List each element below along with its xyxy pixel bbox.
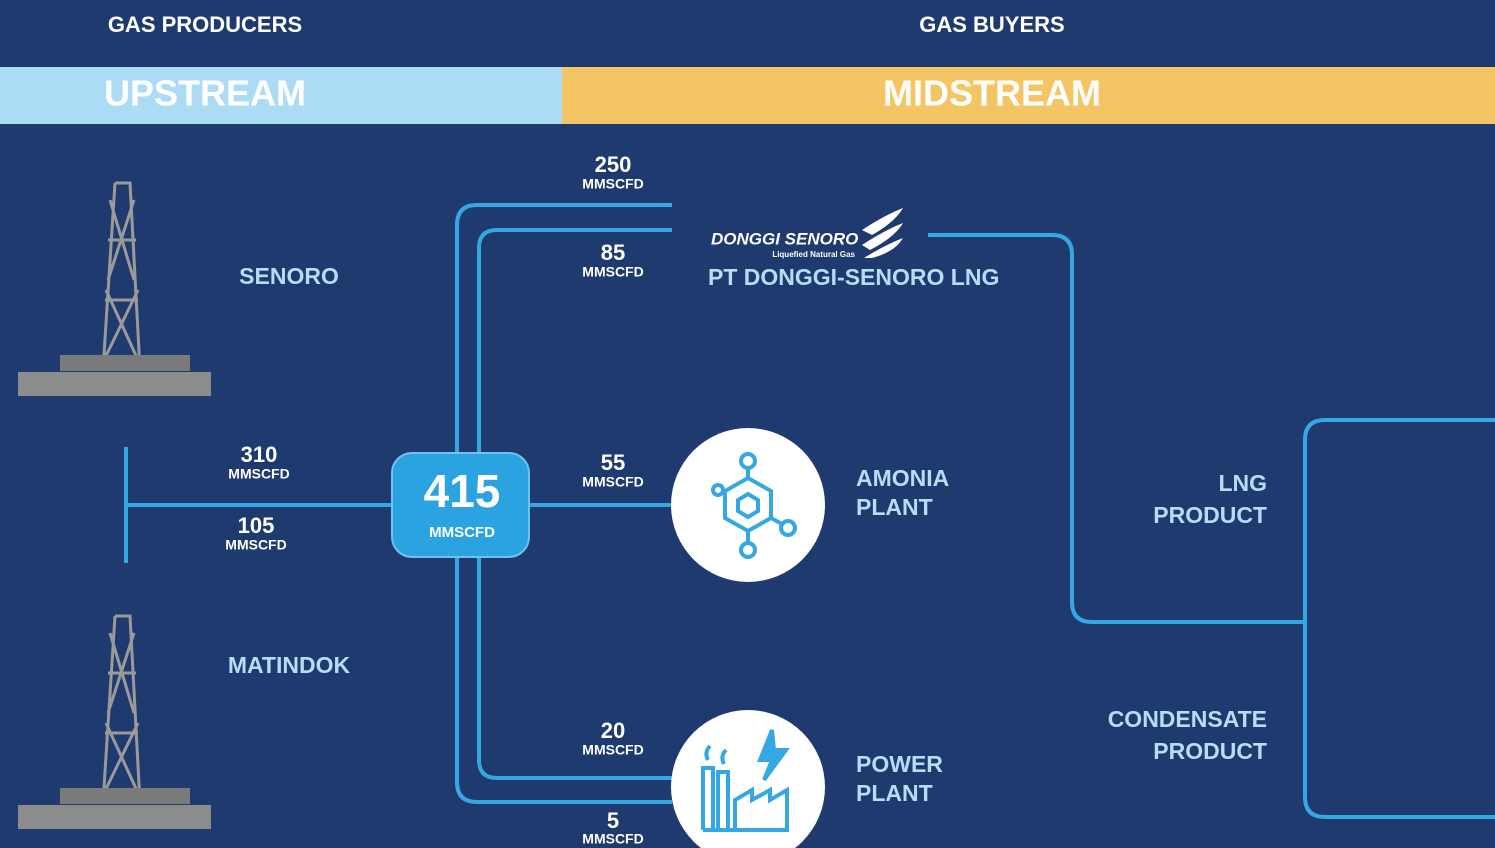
logo-text: DONGGI SENORO	[711, 229, 858, 248]
flow-value: 5	[607, 808, 619, 833]
hub-unit: MMSCFD	[429, 524, 495, 541]
rig-senoro	[18, 181, 211, 396]
flow-value: 105	[238, 513, 275, 538]
flow-unit: MMSCFD	[228, 466, 289, 482]
upstream-band	[0, 67, 562, 124]
producers-header: GAS PRODUCERS	[108, 12, 302, 37]
midstream-band	[562, 67, 1495, 124]
amonia-label: PLANT	[856, 494, 933, 520]
lng-logo: DONGGI SENORO Liquefied Natural Gas	[711, 208, 903, 259]
flow-unit: MMSCFD	[582, 176, 643, 192]
molecule-icon	[711, 452, 797, 559]
product-label: PRODUCT	[1153, 738, 1267, 764]
hub	[391, 452, 530, 558]
buyers-header: GAS BUYERS	[919, 12, 1064, 37]
flow-unit: MMSCFD	[582, 264, 643, 280]
hub-value: 415	[424, 465, 501, 517]
factory-icon	[701, 729, 790, 832]
product-label: PRODUCT	[1153, 502, 1267, 528]
source-name: SENORO	[239, 263, 339, 289]
flow-unit: MMSCFD	[225, 537, 286, 553]
product-label: CONDENSATE	[1108, 706, 1267, 732]
lng-buyer-name: PT DONGGI-SENORO LNG	[708, 264, 999, 290]
flow-value: 55	[601, 450, 625, 475]
rig-matindok	[18, 614, 211, 829]
power-label: POWER	[856, 751, 943, 777]
product-label: LNG	[1218, 470, 1267, 496]
power-label: PLANT	[856, 780, 933, 806]
upstream-label: UPSTREAM	[104, 73, 306, 114]
amonia-icon	[671, 428, 825, 582]
pipes	[124, 203, 1495, 819]
amonia-label: AMONIA	[856, 465, 949, 491]
logo-subtext: Liquefied Natural Gas	[772, 250, 855, 259]
flow-unit: MMSCFD	[582, 474, 643, 490]
source-name: MATINDOK	[228, 652, 351, 678]
flow-unit: MMSCFD	[582, 742, 643, 758]
flow-value: 20	[601, 718, 625, 743]
flow-labels: 250 MMSCFD 85 MMSCFD 310 MMSCFD 105 MMSC…	[225, 152, 643, 847]
flow-unit: MMSCFD	[582, 831, 643, 847]
midstream-label: MIDSTREAM	[883, 73, 1101, 114]
flow-value: 250	[595, 152, 632, 177]
flow-value: 310	[241, 442, 278, 467]
flow-value: 85	[601, 240, 625, 265]
